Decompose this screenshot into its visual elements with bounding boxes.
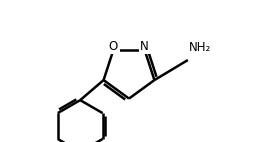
Text: N: N [140,39,149,53]
Text: O: O [109,39,118,53]
Text: NH₂: NH₂ [189,41,211,54]
